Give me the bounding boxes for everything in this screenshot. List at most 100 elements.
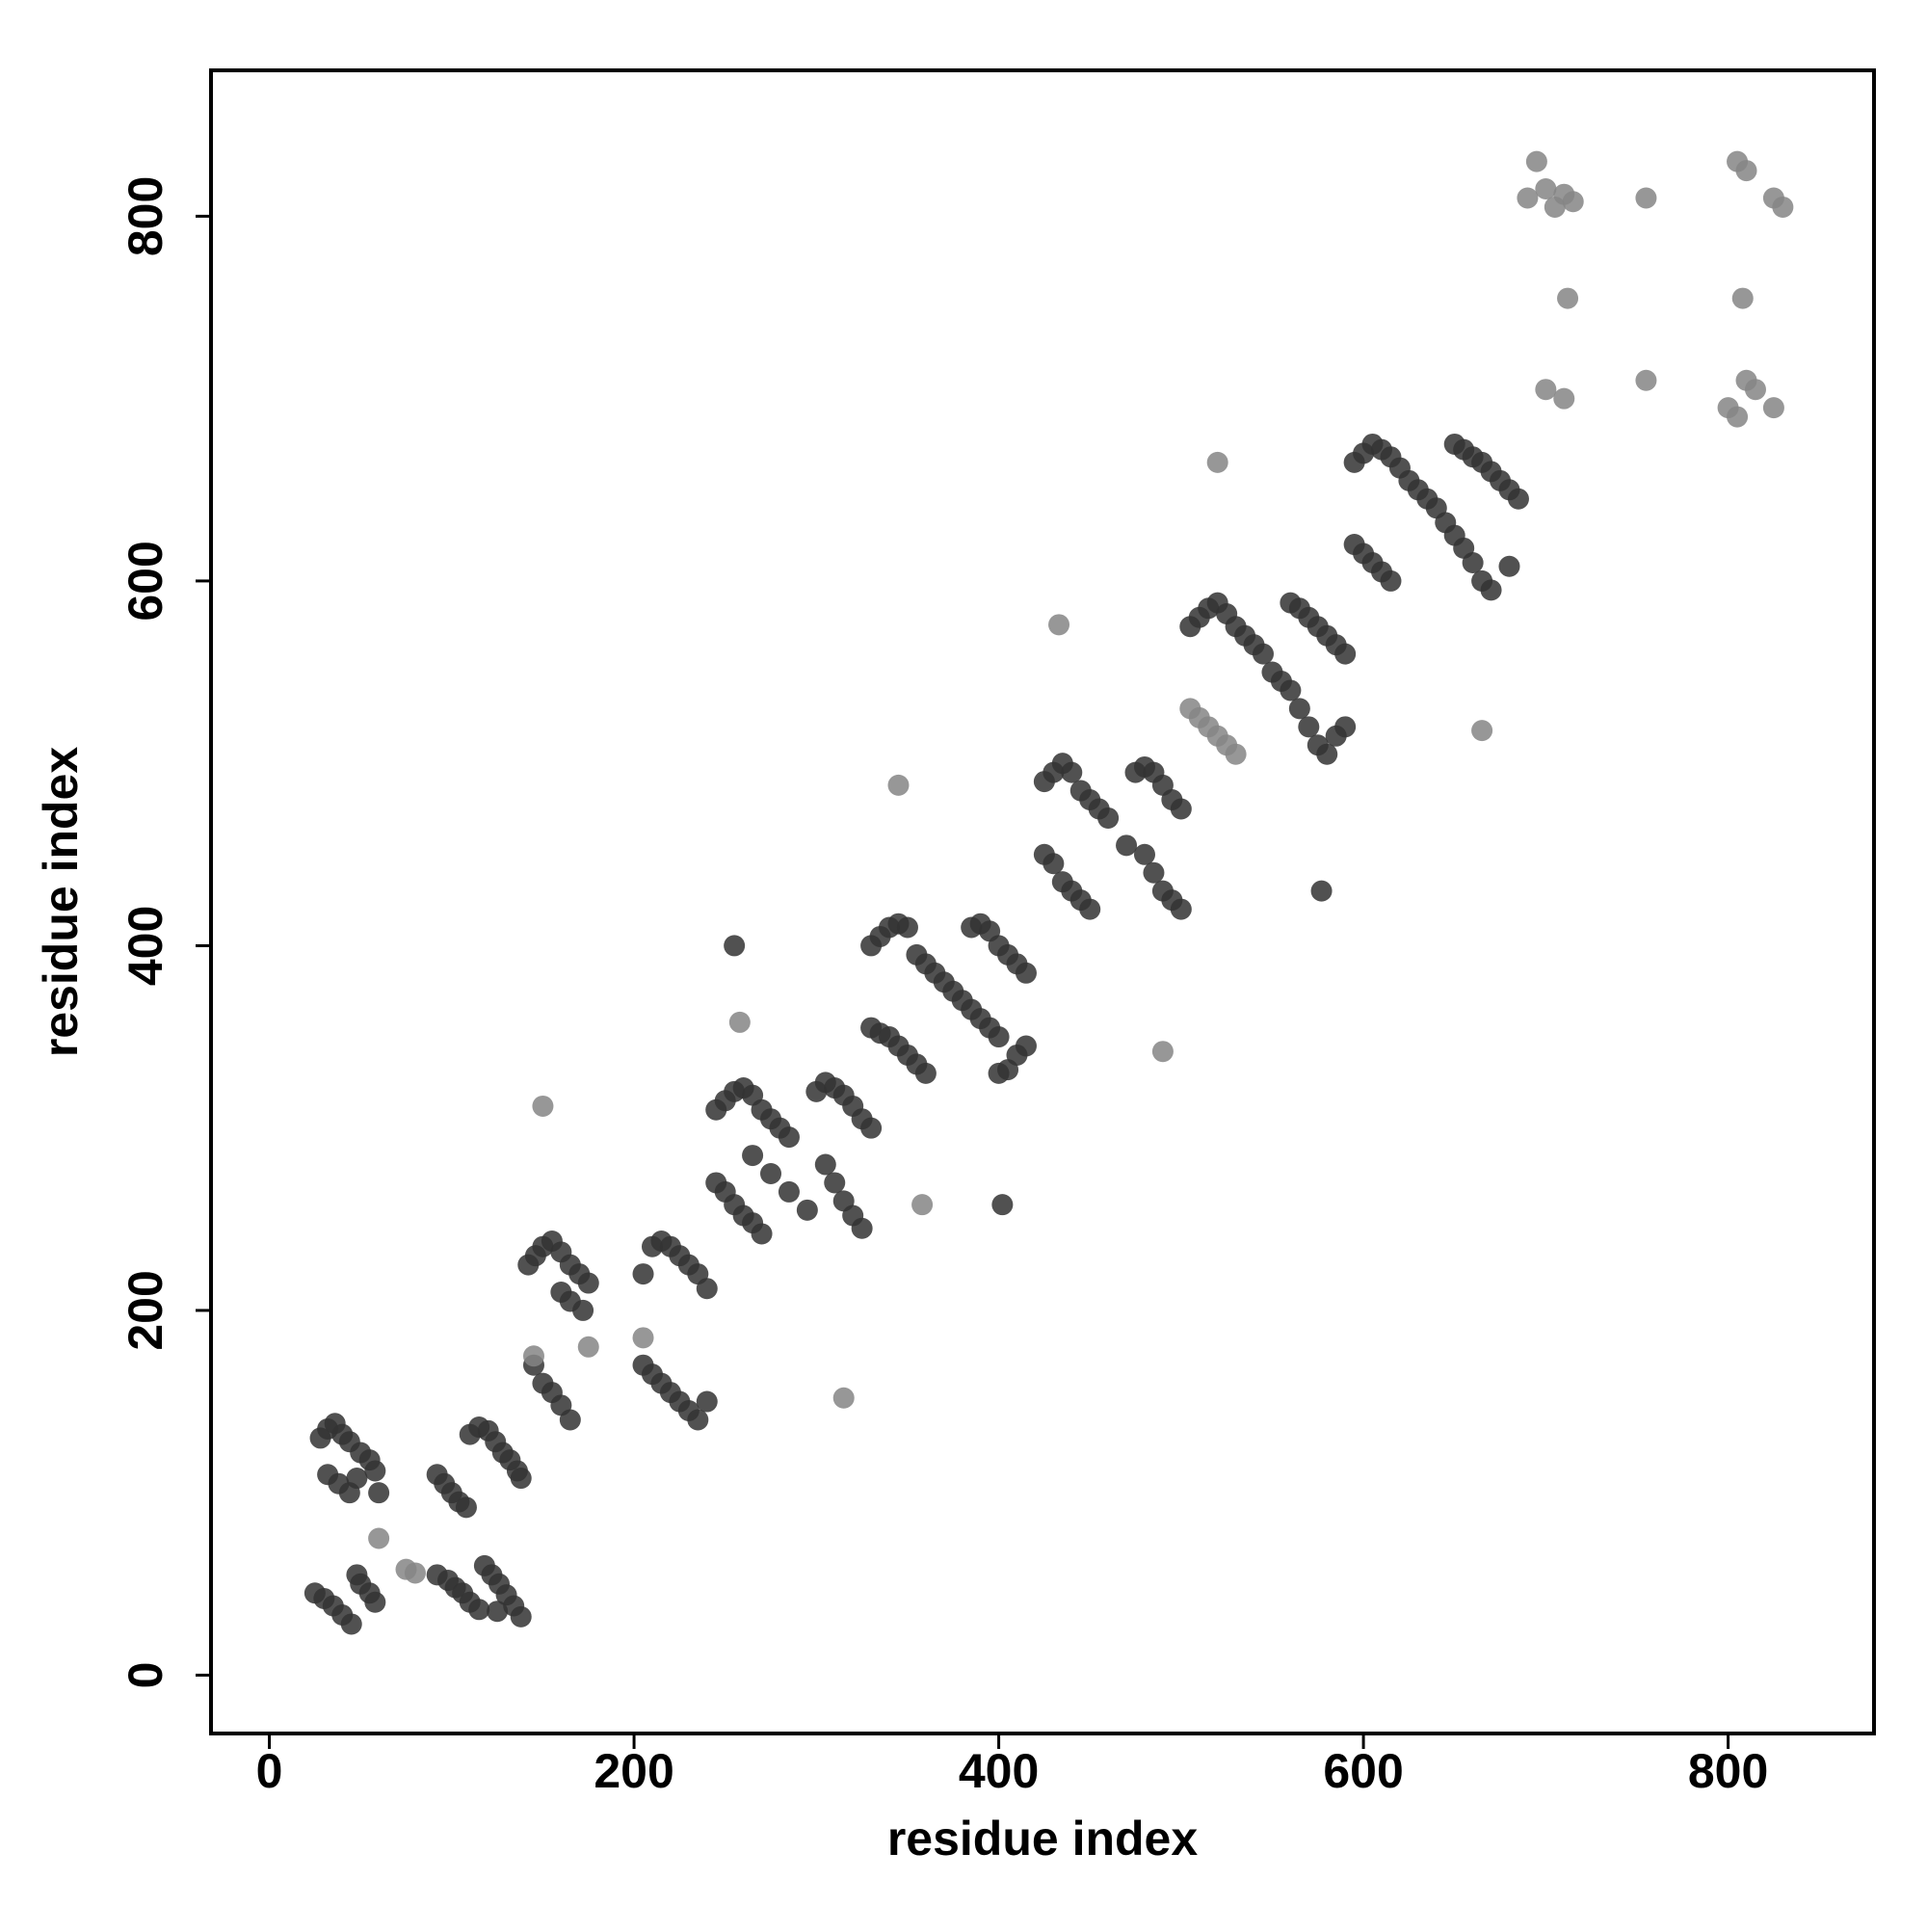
- point: [696, 1278, 718, 1300]
- point: [577, 1336, 599, 1358]
- point: [760, 1162, 782, 1184]
- point: [468, 1599, 490, 1621]
- point: [1015, 1035, 1037, 1057]
- point: [1762, 397, 1784, 419]
- point: [1015, 962, 1037, 984]
- point: [851, 1217, 873, 1239]
- point: [696, 1390, 718, 1413]
- point: [751, 1223, 773, 1245]
- point: [1562, 191, 1584, 213]
- point: [1310, 880, 1333, 902]
- point: [1735, 160, 1757, 182]
- point: [911, 1194, 934, 1216]
- point: [988, 1026, 1010, 1048]
- point: [1325, 725, 1347, 747]
- point: [364, 1460, 386, 1482]
- point: [778, 1180, 800, 1203]
- point: [1480, 579, 1502, 601]
- point: [532, 1095, 554, 1117]
- plot-frame: [209, 68, 1876, 1735]
- point: [632, 1263, 654, 1285]
- point: [1133, 843, 1155, 865]
- point: [1535, 379, 1557, 401]
- point: [1048, 614, 1070, 636]
- point: [1298, 716, 1320, 738]
- point: [1143, 861, 1165, 884]
- point: [896, 916, 918, 939]
- point: [1498, 555, 1520, 577]
- point: [577, 1272, 599, 1294]
- point: [632, 1327, 654, 1349]
- point: [1097, 807, 1120, 829]
- point: [728, 1011, 751, 1033]
- point: [1170, 798, 1192, 820]
- point: [1079, 898, 1101, 920]
- point: [687, 1409, 709, 1431]
- x-tick-label: 0: [256, 1744, 283, 1798]
- point: [572, 1299, 594, 1321]
- point: [1744, 379, 1766, 401]
- point: [340, 1613, 362, 1635]
- point: [742, 1145, 764, 1167]
- point: [487, 1601, 509, 1623]
- point: [1727, 406, 1749, 428]
- point: [522, 1345, 544, 1367]
- y-axis-title: residue index: [34, 747, 88, 1058]
- y-tick-label: 200: [119, 1270, 172, 1350]
- point: [914, 1062, 937, 1084]
- point: [1535, 178, 1557, 200]
- x-tick-label: 200: [594, 1744, 673, 1798]
- point: [824, 1172, 846, 1194]
- point: [1061, 761, 1083, 783]
- point: [1635, 187, 1657, 209]
- point: [1380, 569, 1402, 592]
- y-tick-label: 800: [119, 176, 172, 256]
- point: [1772, 196, 1794, 218]
- point: [1206, 451, 1228, 473]
- x-tick-label: 800: [1688, 1744, 1768, 1798]
- point: [510, 1468, 532, 1490]
- point: [1225, 743, 1247, 765]
- point: [1116, 834, 1138, 857]
- point: [1517, 187, 1539, 209]
- point: [814, 1153, 836, 1176]
- point: [368, 1482, 390, 1504]
- point: [1635, 369, 1657, 391]
- point: [1462, 551, 1484, 573]
- point: [1471, 720, 1493, 742]
- point: [796, 1199, 818, 1221]
- point: [1525, 150, 1547, 172]
- point: [1731, 287, 1754, 309]
- point: [510, 1605, 532, 1628]
- point: [778, 1126, 800, 1149]
- point: [455, 1496, 477, 1519]
- point: [1151, 1041, 1174, 1063]
- point: [724, 935, 746, 957]
- y-tick-label: 0: [119, 1662, 172, 1689]
- point: [346, 1468, 368, 1490]
- x-axis-title: residue index: [887, 1812, 1199, 1866]
- point: [1316, 743, 1338, 765]
- point: [404, 1562, 426, 1584]
- point: [860, 1117, 883, 1139]
- point: [559, 1409, 581, 1431]
- point: [1553, 387, 1575, 410]
- point: [1557, 287, 1579, 309]
- point: [368, 1527, 390, 1549]
- point: [991, 1194, 1014, 1216]
- point: [887, 774, 910, 796]
- point: [1252, 643, 1274, 665]
- point: [1288, 698, 1310, 720]
- point: [364, 1591, 386, 1613]
- x-tick-label: 400: [959, 1744, 1039, 1798]
- y-tick-label: 600: [119, 541, 172, 621]
- x-tick-label: 600: [1323, 1744, 1403, 1798]
- point: [1334, 643, 1357, 665]
- point: [1170, 898, 1192, 920]
- y-tick-label: 400: [119, 906, 172, 986]
- point: [1043, 853, 1065, 875]
- point: [832, 1387, 855, 1409]
- point: [1280, 679, 1302, 701]
